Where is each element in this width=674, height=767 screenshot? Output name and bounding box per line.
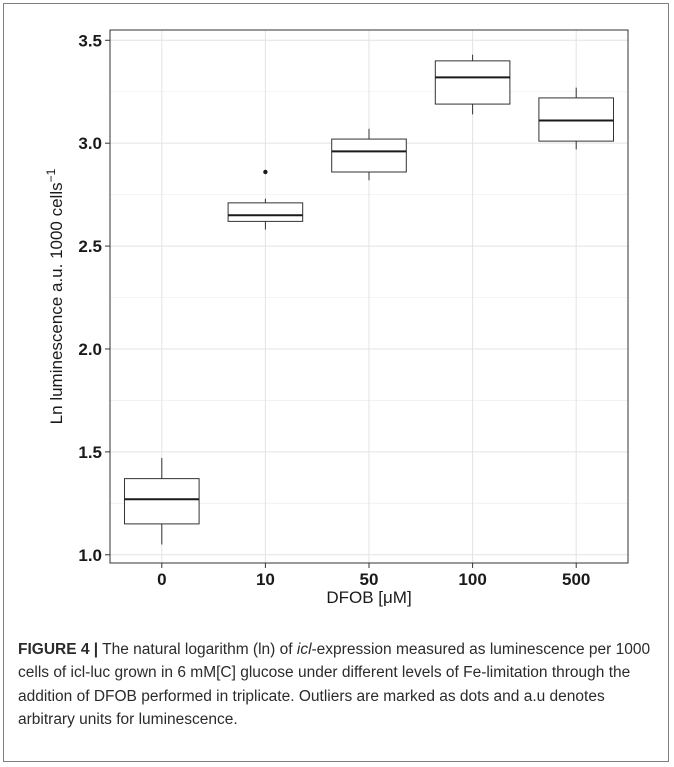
y-tick-label: 2.5 [78,237,102,256]
boxes [124,54,614,545]
box-group-100 [434,54,511,115]
caption-gene: icl [296,641,312,658]
y-axis-label-superscript: −1 [44,168,58,182]
y-tick-label: 3.0 [78,134,102,153]
box [227,202,304,222]
y-axis-label: Ln luminescence a.u. 1000 cells−1 [44,168,66,424]
outlier-point [263,169,268,175]
x-tick-label: 100 [458,570,486,589]
caption-label: FIGURE 4 | [18,641,99,658]
x-ticks: 0 10 50 100 500 [157,563,590,589]
x-tick-label: 500 [562,570,590,589]
y-tick-label: 1.5 [78,443,102,462]
box [124,478,200,525]
box-group-0 [124,458,200,545]
box [538,97,614,142]
x-tick-label: 50 [360,570,379,589]
figure-caption: FIGURE 4 | The natural logarithm (ln) of… [18,638,658,732]
y-tick-label: 3.5 [78,31,102,50]
figure-frame [3,3,669,762]
x-tick-label: 0 [157,570,166,589]
y-tick-label: 1.0 [78,546,102,565]
caption-text-after: -expression measured as luminescence per… [18,641,651,729]
x-tick-label: 10 [256,570,275,589]
box-group-500 [538,87,614,150]
y-tick-label: 2.0 [78,340,102,359]
box-plot: 1.0 1.5 2.0 2.5 3.0 3.5 0 10 50 100 500 DFOB [μM]… [44,29,629,607]
y-ticks: 1.0 1.5 2.0 2.5 3.0 3.5 [78,31,110,565]
box [331,138,407,173]
x-axis-label: DFOB [μM] [326,588,411,607]
box-group-10 [227,169,304,230]
box [434,60,511,105]
box-group-50 [331,128,407,181]
y-axis-label-text: Ln luminescence a.u. 1000 cells [47,182,66,424]
caption-text-before: The natural logarithm (ln) of [98,641,297,658]
